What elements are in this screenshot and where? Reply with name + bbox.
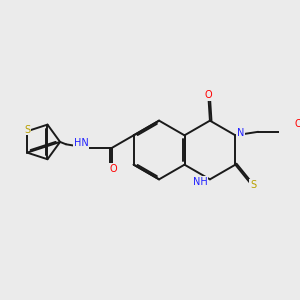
Text: S: S [250,180,256,190]
Text: NH: NH [193,177,208,187]
Text: S: S [24,125,30,135]
Text: O: O [295,118,300,129]
Text: O: O [110,164,117,174]
Text: O: O [205,90,212,100]
Text: N: N [237,128,244,138]
Text: HN: HN [74,138,88,148]
